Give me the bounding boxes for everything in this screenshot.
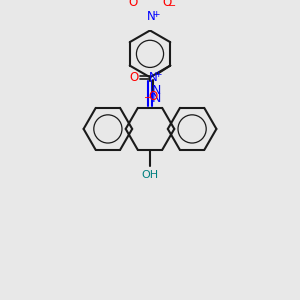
Text: N: N <box>152 84 161 97</box>
Text: +: + <box>154 70 161 79</box>
Text: N: N <box>149 71 158 84</box>
Text: O: O <box>128 0 137 9</box>
Text: N: N <box>146 11 155 23</box>
Text: −: − <box>168 1 177 11</box>
Text: O: O <box>163 0 172 9</box>
Text: O: O <box>148 90 158 103</box>
Text: +: + <box>152 10 159 19</box>
Text: N: N <box>152 92 161 105</box>
Text: O: O <box>130 71 139 84</box>
Text: OH: OH <box>141 170 159 180</box>
Text: −: − <box>144 93 152 103</box>
